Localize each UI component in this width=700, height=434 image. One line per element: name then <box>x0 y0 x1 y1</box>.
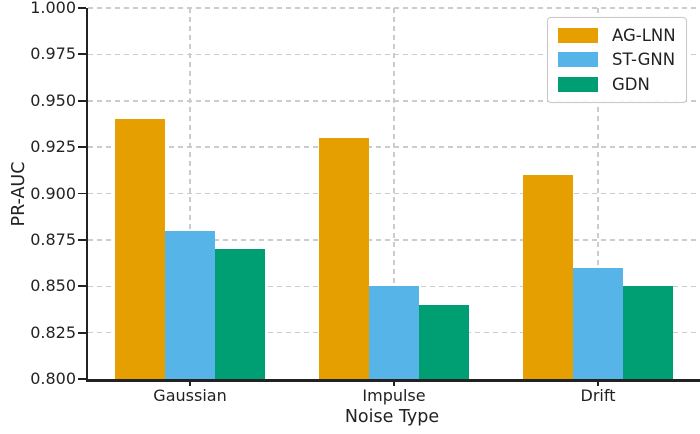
x-tick-mark-gaussian <box>189 381 191 386</box>
bar-stgnn-drift <box>573 267 623 379</box>
x-tick-label-gaussian: Gaussian <box>153 386 227 405</box>
plot-area: 0.800 0.825 0.850 0.875 0.900 0.925 0.95… <box>30 0 700 404</box>
legend-item-st-gnn: ST-GNN <box>558 51 676 68</box>
x-axis-label: Noise Type <box>344 407 440 427</box>
y-tick-label: 0.900 <box>30 183 76 203</box>
bar-aglnn-impulse <box>319 137 369 379</box>
bar-gdn-gaussian <box>215 249 265 379</box>
y-tick-mark-0.800 <box>78 378 86 380</box>
legend-swatch-gdn <box>558 77 598 93</box>
y-tick-label: 0.850 <box>30 276 76 296</box>
y-tick-label: 0.800 <box>30 369 76 388</box>
x-tick-mark-drift <box>597 381 599 386</box>
y-tick-label: 0.875 <box>30 229 76 249</box>
legend-item-ag-lnn: AG-LNN <box>558 27 676 44</box>
bar-gdn-impulse <box>419 304 469 379</box>
h-gridline-1.000 <box>88 7 700 9</box>
x-axis-spine <box>86 379 700 382</box>
legend-label-ag-lnn: AG-LNN <box>612 25 676 45</box>
bar-aglnn-drift <box>523 174 573 379</box>
x-tick-label-drift: Drift <box>580 386 616 405</box>
y-tick-mark-0.850 <box>78 285 86 288</box>
y-tick-mark-0.950 <box>78 99 86 102</box>
y-tick-mark-0.900 <box>78 192 86 195</box>
y-tick-mark-0.925 <box>78 146 86 149</box>
legend: AG-LNN ST-GNN GDN <box>547 17 687 103</box>
x-tick-label-impulse: Impulse <box>362 386 426 405</box>
y-tick-mark-0.825 <box>78 331 86 334</box>
y-tick-label: 0.925 <box>30 137 76 157</box>
legend-label-st-gnn: ST-GNN <box>612 50 676 70</box>
legend-label-gdn: GDN <box>612 75 650 95</box>
h-gridline-0.925 <box>88 146 700 148</box>
y-tick-mark-0.975 <box>78 53 86 56</box>
bar-stgnn-impulse <box>369 286 419 379</box>
h-gridline-0.950 <box>88 100 700 102</box>
y-tick-label: 0.825 <box>30 322 76 342</box>
legend-swatch-ag-lnn <box>558 27 598 43</box>
bar-aglnn-gaussian <box>115 119 165 379</box>
h-gridline-0.900 <box>88 192 700 195</box>
legend-swatch-st-gnn <box>558 52 598 68</box>
bar-stgnn-gaussian <box>165 230 215 379</box>
y-tick-mark-1.000 <box>78 7 86 9</box>
y-axis-spine <box>86 8 88 379</box>
x-tick-mark-impulse <box>393 381 395 386</box>
h-gridline-0.875 <box>88 239 700 241</box>
y-tick-label: 0.975 <box>30 44 76 64</box>
y-tick-label: 1.000 <box>30 0 76 17</box>
legend-item-gdn: GDN <box>558 76 676 93</box>
y-tick-mark-0.875 <box>78 238 86 241</box>
y-tick-label: 0.950 <box>30 90 76 110</box>
h-gridline-0.975 <box>88 53 700 56</box>
bar-gdn-drift <box>623 286 673 379</box>
